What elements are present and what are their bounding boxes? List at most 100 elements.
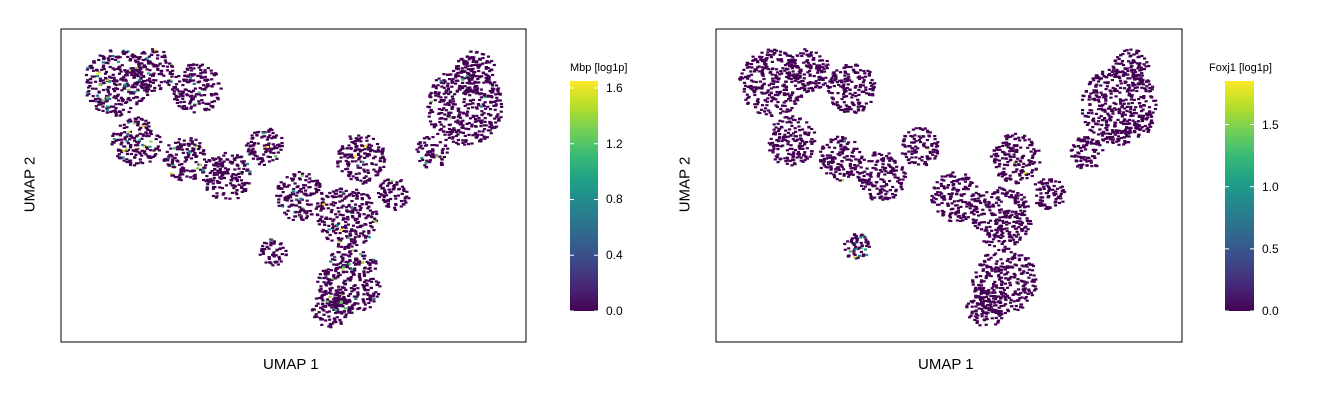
cell-point: [283, 196, 287, 200]
cell-point: [832, 156, 836, 159]
cell-point: [942, 195, 946, 198]
cell-point: [931, 153, 935, 156]
cell-point: [1115, 89, 1119, 92]
cell-point: [1147, 128, 1151, 132]
cell-point: [1110, 129, 1115, 132]
cell-point: [208, 160, 212, 163]
cell-point: [232, 187, 236, 190]
cell-point: [122, 126, 126, 129]
cell-point: [121, 49, 126, 52]
cell-point: [228, 160, 232, 163]
cell-point: [123, 83, 127, 86]
cell-point: [333, 201, 337, 205]
cell-point: [465, 122, 469, 125]
cell-point: [814, 51, 818, 54]
cell-point: [963, 201, 968, 204]
cell-point: [873, 154, 877, 157]
cell-point: [1007, 195, 1012, 199]
cell-point: [910, 156, 914, 159]
cell-point: [355, 257, 359, 260]
cell-point: [430, 155, 435, 158]
cell-point: [111, 134, 115, 137]
plot-frame: [60, 28, 527, 343]
cell-point: [466, 86, 470, 89]
cell-point: [101, 79, 105, 82]
cell-point: [176, 175, 180, 178]
cell-point: [87, 90, 91, 93]
cell-point: [127, 96, 131, 100]
cell-point: [353, 236, 357, 239]
cell-point: [811, 140, 815, 143]
cell-point: [121, 100, 125, 103]
cell-point: [927, 135, 932, 138]
cell-point: [1027, 164, 1031, 167]
cell-point: [347, 194, 351, 197]
cell-point: [355, 295, 359, 298]
cell-point: [819, 160, 823, 163]
cell-point: [795, 66, 799, 69]
cell-point: [200, 63, 205, 66]
cell-point: [275, 260, 279, 263]
cell-point: [899, 182, 904, 185]
cell-point: [305, 199, 309, 202]
cell-point: [89, 81, 93, 84]
cell-point: [761, 60, 765, 63]
cell-point: [829, 138, 833, 141]
cell-point: [165, 150, 169, 153]
cell-point: [222, 192, 226, 195]
cell-point: [821, 83, 825, 86]
cell-point: [330, 195, 334, 198]
cell-point: [204, 107, 208, 110]
cell-point: [975, 210, 979, 214]
cell-point: [462, 59, 466, 62]
cell-point: [240, 172, 244, 175]
cell-point: [1114, 103, 1118, 106]
cell-point: [1061, 200, 1065, 203]
cell-point: [278, 258, 282, 261]
cell-point: [442, 99, 446, 102]
cell-point: [440, 111, 444, 115]
cell-point: [341, 204, 345, 207]
cell-point: [479, 122, 483, 125]
cell-point: [479, 105, 483, 108]
cell-point: [148, 160, 152, 163]
cell-point: [804, 60, 808, 63]
cell-point: [946, 204, 950, 207]
cell-point: [482, 112, 486, 115]
cell-point: [757, 70, 761, 73]
cell-point: [746, 77, 750, 80]
cell-point: [836, 166, 840, 169]
cell-point: [335, 216, 339, 219]
cell-point: [1013, 198, 1017, 201]
cell-point: [1038, 203, 1042, 206]
cell-point: [326, 270, 330, 274]
cell-point: [918, 141, 923, 144]
cell-point: [336, 237, 340, 240]
cell-point: [132, 76, 137, 79]
cell-point: [475, 107, 479, 110]
cell-point: [483, 94, 487, 97]
cell-point: [1112, 101, 1116, 105]
cell-point: [774, 74, 778, 77]
cell-point: [967, 201, 971, 204]
cell-point: [1093, 99, 1097, 102]
cell-point: [386, 184, 390, 187]
cell-point: [879, 185, 883, 188]
cell-point: [134, 68, 139, 71]
cell-point: [350, 215, 355, 218]
cell-point: [367, 301, 371, 304]
cell-point: [204, 102, 208, 105]
cell-point: [188, 63, 192, 67]
cell-point: [489, 95, 493, 98]
cell-point: [194, 161, 198, 164]
cell-point: [931, 148, 935, 151]
cell-point: [490, 82, 494, 85]
cell-point: [218, 181, 222, 184]
cell-point: [787, 59, 791, 62]
cell-point: [372, 300, 376, 303]
cell-point: [1022, 162, 1026, 165]
cell-point: [214, 196, 218, 199]
cell-point: [1053, 204, 1058, 207]
cell-point: [285, 185, 289, 188]
cell-point: [997, 198, 1001, 201]
